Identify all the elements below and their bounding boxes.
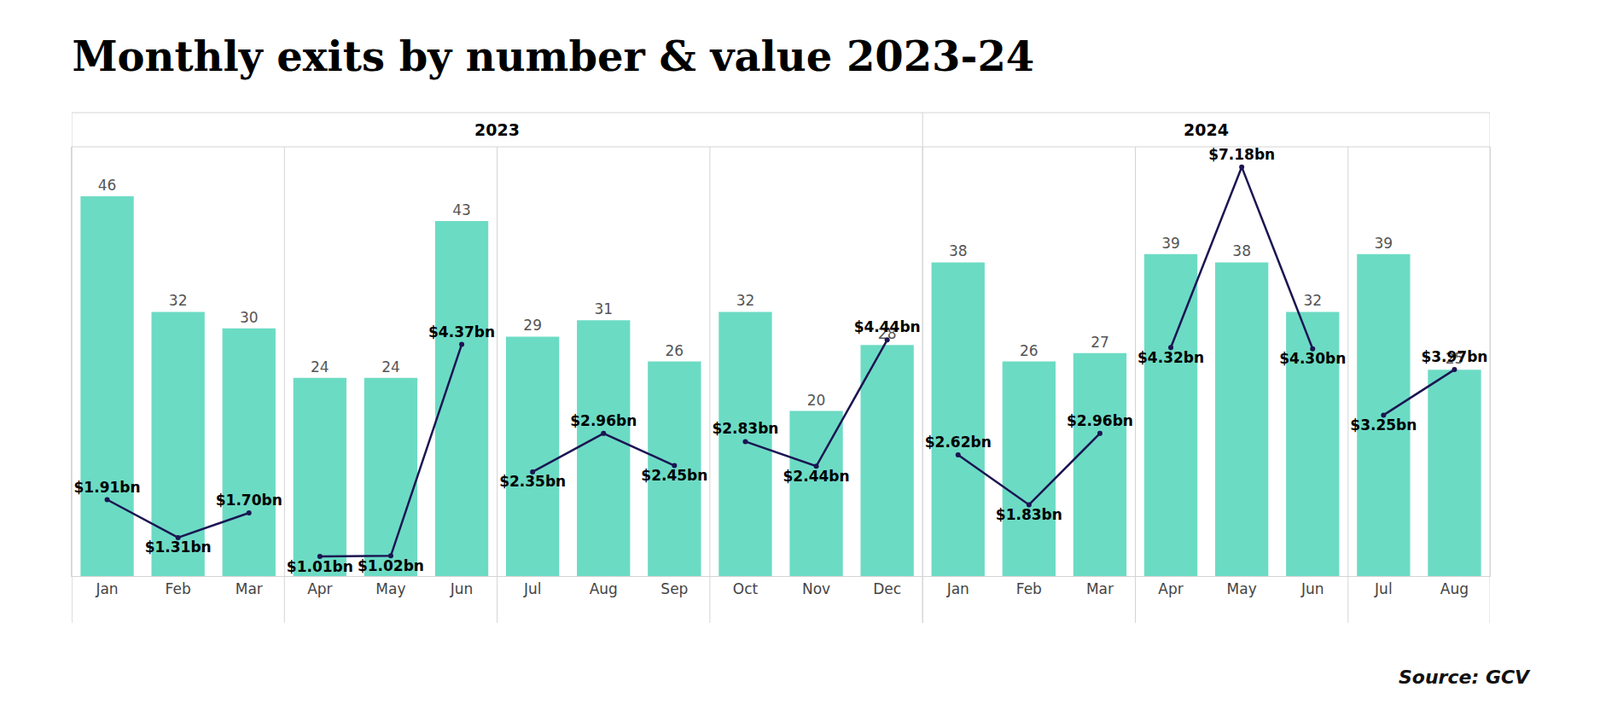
svg-text:Aug: Aug [589,580,618,598]
svg-text:38: 38 [1232,242,1251,260]
svg-text:39: 39 [1374,234,1394,252]
svg-text:$2.62bn: $2.62bn [925,433,992,451]
svg-text:Mar: Mar [1086,580,1114,598]
svg-text:32: 32 [736,291,756,309]
svg-text:Nov: Nov [802,580,831,598]
svg-text:28: 28 [878,325,897,343]
svg-text:Jun: Jun [449,580,474,598]
svg-text:Apr: Apr [307,580,332,598]
svg-text:31: 31 [593,300,613,318]
svg-text:May: May [375,580,406,598]
svg-text:2023: 2023 [474,120,520,140]
svg-text:Source: GCV: Source: GCV [1398,666,1531,688]
svg-text:25: 25 [1445,349,1465,367]
svg-text:30: 30 [239,308,259,326]
svg-text:$4.32bn: $4.32bn [1137,349,1205,367]
svg-text:$2.96bn: $2.96bn [570,412,637,430]
svg-text:29: 29 [523,316,542,334]
svg-text:Mar: Mar [235,580,263,598]
svg-text:$2.96bn: $2.96bn [1066,412,1134,430]
svg-text:$4.30bn: $4.30bn [1279,349,1346,367]
svg-text:Oct: Oct [733,580,759,598]
svg-text:Sep: Sep [660,580,688,598]
svg-text:$3.97bn: $3.97bn [1420,348,1488,366]
svg-text:$2.44bn: $2.44bn [783,467,850,485]
svg-text:43: 43 [452,201,472,219]
svg-text:26: 26 [665,342,685,360]
svg-text:24: 24 [310,358,330,376]
svg-text:$2.35bn: $2.35bn [499,472,566,490]
svg-text:26: 26 [1019,342,1039,360]
svg-text:39: 39 [1161,234,1181,252]
svg-text:32: 32 [1303,291,1322,309]
svg-text:$4.37bn: $4.37bn [428,323,495,341]
svg-text:24: 24 [381,358,401,376]
svg-text:2024: 2024 [1183,120,1229,140]
svg-text:Feb: Feb [165,580,192,598]
svg-text:Jun: Jun [1300,580,1325,598]
svg-text:$7.18bn: $7.18bn [1208,145,1275,163]
svg-text:20: 20 [807,391,827,409]
svg-text:27: 27 [1090,333,1110,351]
svg-text:$1.02bn: $1.02bn [357,557,425,575]
svg-text:Jan: Jan [946,580,970,598]
svg-text:Apr: Apr [1157,580,1183,598]
svg-text:$1.91bn: $1.91bn [74,478,141,496]
svg-text:$1.70bn: $1.70bn [215,491,283,509]
svg-text:Feb: Feb [1016,580,1042,598]
svg-text:Aug: Aug [1440,580,1469,598]
svg-text:Jul: Jul [523,580,542,598]
svg-text:32: 32 [168,291,188,309]
svg-text:Jan: Jan [94,580,118,598]
svg-text:$1.31bn: $1.31bn [145,538,212,556]
svg-text:Dec: Dec [872,580,902,598]
svg-text:$1.83bn: $1.83bn [995,506,1063,524]
svg-text:$2.83bn: $2.83bn [711,419,779,437]
svg-text:38: 38 [948,242,968,260]
svg-text:May: May [1227,580,1257,598]
svg-text:$4.44bn: $4.44bn [854,318,921,336]
svg-text:$2.45bn: $2.45bn [640,466,708,484]
svg-text:$3.25bn: $3.25bn [1349,416,1417,434]
svg-text:Jul: Jul [1373,580,1393,598]
svg-text:$1.01bn: $1.01bn [286,558,354,576]
svg-text:46: 46 [98,176,117,194]
svg-text:Monthly exits by number & valu: Monthly exits by number & value 2023-24 [71,32,1035,81]
